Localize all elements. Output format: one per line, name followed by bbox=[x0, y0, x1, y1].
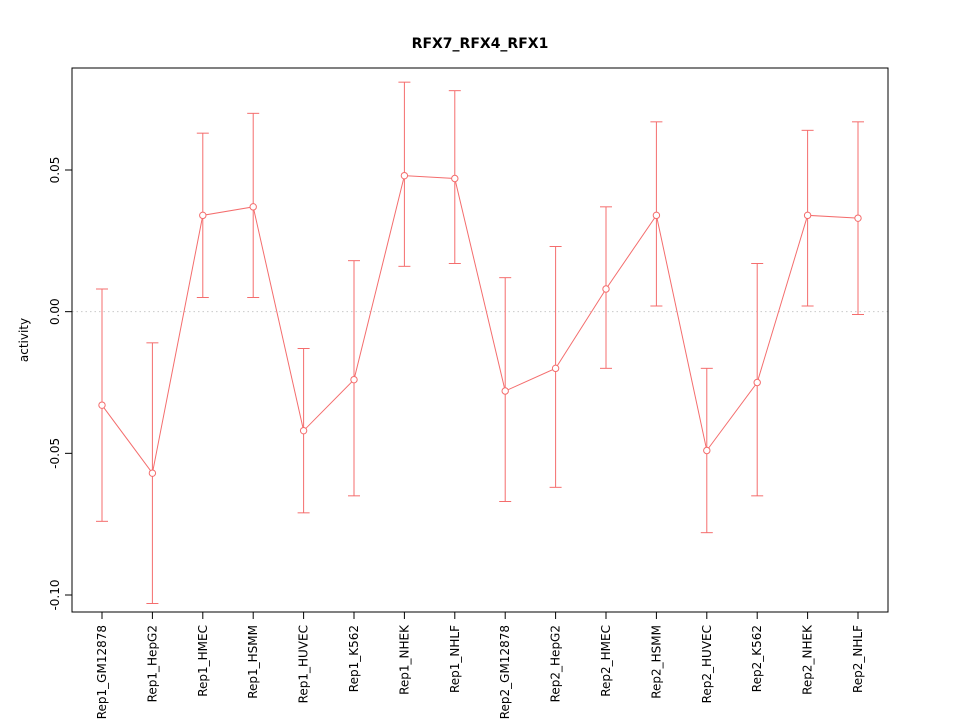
data-point bbox=[652, 211, 661, 220]
data-point bbox=[249, 203, 257, 211]
data-point bbox=[451, 174, 459, 183]
data-point bbox=[602, 285, 610, 293]
data-point bbox=[199, 211, 207, 220]
x-tick-label: Rep2_GM12878 bbox=[498, 625, 512, 719]
x-tick-label: Rep1_HSMM bbox=[246, 625, 260, 699]
data-point bbox=[350, 375, 358, 384]
data-point bbox=[753, 378, 761, 387]
data-point bbox=[551, 364, 560, 373]
x-tick-label: Rep1_HMEC bbox=[196, 625, 210, 697]
x-tick-label: Rep1_HUVEC bbox=[297, 625, 311, 703]
plot-border bbox=[71, 67, 889, 613]
y-tick-label: -0.05 bbox=[48, 438, 62, 469]
data-point bbox=[299, 426, 308, 435]
y-tick-label: -0.10 bbox=[48, 579, 62, 610]
x-tick-label: Rep1_GM12878 bbox=[95, 625, 109, 719]
y-axis-title: activity bbox=[17, 318, 31, 362]
x-tick-label: Rep1_NHEK bbox=[397, 624, 411, 695]
x-tick-label: Rep2_HepG2 bbox=[549, 625, 563, 702]
x-tick-label: Rep2_HMEC bbox=[599, 625, 613, 697]
data-point bbox=[854, 214, 862, 222]
data-point bbox=[400, 171, 409, 180]
x-tick-label: Rep2_K562 bbox=[750, 625, 764, 692]
data-point bbox=[501, 387, 509, 395]
data-point bbox=[703, 446, 711, 455]
y-tick-label: 0.00 bbox=[48, 298, 62, 325]
x-tick-label: Rep1_NHLF bbox=[448, 625, 462, 693]
data-point bbox=[148, 469, 157, 477]
x-tick-label: Rep1_K562 bbox=[347, 625, 361, 692]
x-tick-label: Rep2_NHEK bbox=[801, 624, 815, 695]
y-tick-label: 0.05 bbox=[48, 157, 62, 184]
data-point bbox=[803, 211, 812, 220]
x-tick-label: Rep2_HUVEC bbox=[700, 625, 714, 703]
x-tick-label: Rep2_HSMM bbox=[649, 625, 663, 699]
x-tick-label: Rep2_NHLF bbox=[851, 625, 865, 693]
x-tick-label: Rep1_HepG2 bbox=[145, 625, 159, 702]
data-point bbox=[98, 401, 106, 409]
series-line bbox=[101, 175, 859, 475]
chart-title: RFX7_RFX4_RFX1 bbox=[411, 36, 549, 52]
